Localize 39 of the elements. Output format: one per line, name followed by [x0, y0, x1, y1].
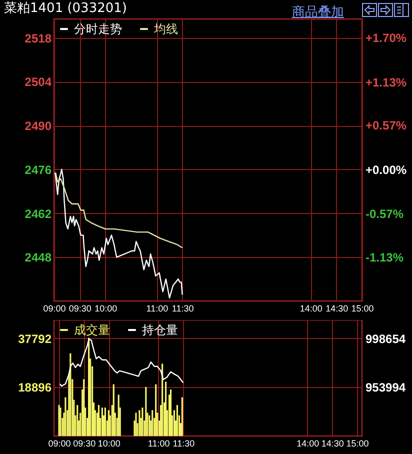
y2-tick-label: -0.57%	[366, 206, 404, 221]
y2-tick-label: 953994	[366, 380, 406, 395]
y-tick-label: 2448	[24, 250, 52, 265]
y-tick-label: 2518	[24, 31, 52, 46]
y2-tick-label: +0.00%	[366, 162, 407, 177]
y-tick-label: 18896	[18, 380, 52, 395]
line-series	[54, 168, 183, 298]
y2-tick-label: 998654	[366, 332, 406, 346]
y2-tick-label: +1.13%	[366, 75, 407, 90]
x-tick-label: 11:30	[172, 438, 195, 448]
y-tick-label: 2476	[24, 162, 52, 177]
y-tick-label: 2490	[24, 119, 52, 134]
x-tick-label: 15:00	[346, 438, 369, 448]
x-tick-label: 14:30	[326, 304, 348, 314]
x-tick-label: 14:30	[321, 438, 344, 448]
x-tick-label: 10:00	[98, 438, 120, 448]
line-series	[54, 172, 183, 248]
y2-tick-label: +0.57%	[366, 118, 407, 133]
x-tick-label: 09:30	[68, 304, 92, 314]
annotation: 商品叠加	[292, 4, 344, 21]
legend-label: 分时走势	[74, 22, 122, 36]
x-tick-label: 14:00	[296, 438, 320, 448]
x-tick-label: 14:00	[300, 304, 322, 314]
y-tick-label: 2462	[24, 206, 52, 221]
y-tick-label: 37792	[18, 332, 52, 346]
x-tick-label: 09:30	[73, 438, 96, 448]
chart-title: 菜粕1401 (033201)	[4, 1, 127, 16]
x-tick-label: 09:00	[43, 304, 66, 314]
x-tick-label: 11:00	[146, 304, 168, 314]
y2-tick-label: -1.13%	[366, 250, 404, 264]
x-tick-label: 09:00	[48, 438, 71, 448]
x-tick-label: 11:30	[172, 304, 194, 314]
legend-label: 持仓量	[142, 323, 178, 337]
y-tick-label: 2504	[24, 75, 52, 90]
line-series	[59, 338, 184, 387]
x-tick-label: 11:00	[148, 438, 170, 448]
x-tick-label: 15:00	[351, 304, 374, 314]
x-tick-label: 10:00	[94, 304, 118, 314]
y2-tick-label: +1.70%	[366, 31, 407, 46]
